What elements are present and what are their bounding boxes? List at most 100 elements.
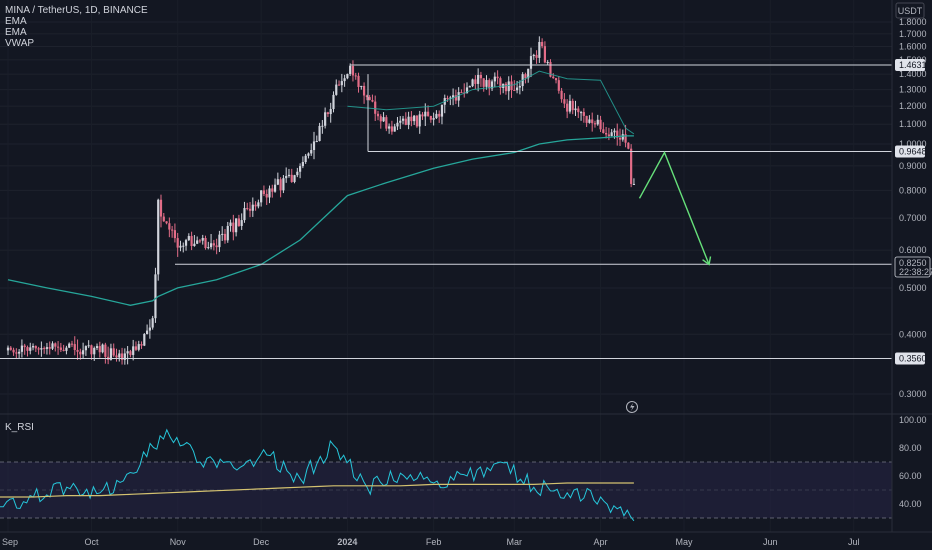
- candle-body: [482, 78, 485, 87]
- candle-body: [324, 112, 327, 126]
- indicator-vwap[interactable]: VWAP: [5, 38, 34, 49]
- candle-body: [190, 236, 193, 247]
- level-tag-box: [895, 352, 925, 365]
- candle-body: [232, 222, 235, 233]
- candle-body: [621, 134, 624, 140]
- candle-body: [212, 243, 215, 246]
- candle-body: [98, 346, 101, 353]
- candle-body: [276, 179, 279, 185]
- candle-body: [579, 112, 583, 114]
- candle-body: [134, 346, 138, 350]
- currency-label: USDT: [898, 6, 923, 16]
- candle-body: [446, 97, 449, 99]
- lightning-icon[interactable]: [626, 401, 638, 413]
- candle-body: [290, 174, 293, 182]
- candle-body: [15, 352, 18, 354]
- candle-body: [132, 346, 135, 355]
- last-price-box: [894, 256, 931, 278]
- candle-body: [321, 125, 324, 127]
- candle-body: [79, 351, 82, 355]
- candle-body: [145, 330, 149, 334]
- candle-body: [351, 66, 355, 76]
- level-tag-label: 1.4631: [899, 60, 927, 70]
- candle-body: [20, 345, 24, 352]
- candle-body: [187, 236, 190, 241]
- price-tick-label: 1.4000: [899, 69, 927, 79]
- candle-body: [329, 109, 332, 115]
- candle-body: [371, 100, 374, 102]
- candle-body: [382, 117, 385, 122]
- candle-body: [360, 85, 363, 87]
- candle-body: [45, 347, 49, 349]
- candle-body: [26, 347, 29, 351]
- candle-body: [432, 118, 435, 120]
- candle-body: [337, 84, 341, 86]
- candle-body: [287, 174, 291, 176]
- indicator-ema-1[interactable]: EMA: [5, 16, 27, 27]
- candle-body: [70, 343, 74, 345]
- ema-line: [347, 70, 635, 135]
- level-tag-label: 0.3560: [899, 353, 927, 363]
- candle-body: [574, 108, 577, 111]
- time-label: Mar: [507, 537, 523, 547]
- candle-body: [624, 134, 627, 143]
- candle-body: [593, 123, 597, 125]
- price-axis[interactable]: USDT 1.80001.70001.60001.50001.40001.300…: [891, 0, 932, 532]
- candle-body: [507, 81, 510, 92]
- candle-body: [571, 100, 574, 111]
- candle-body: [504, 83, 508, 92]
- candle-body: [335, 84, 338, 95]
- time-axis[interactable]: Sep Oct Nov Dec 2024 Feb Mar Apr May Jun Jul: [0, 531, 932, 547]
- candle-body: [109, 348, 113, 360]
- candle-body: [54, 343, 57, 347]
- candle-body: [535, 54, 538, 58]
- candle-body: [143, 333, 146, 346]
- candle-body: [613, 130, 616, 133]
- candle-body: [9, 347, 12, 350]
- candle-body: [179, 245, 182, 248]
- candle-body: [510, 81, 513, 91]
- candle-body: [554, 78, 558, 81]
- candle-body: [193, 243, 196, 247]
- candle-body: [268, 188, 271, 198]
- time-label: Dec: [253, 537, 270, 547]
- candle-body: [198, 240, 202, 242]
- candle-body: [385, 117, 388, 129]
- candle-body: [298, 166, 302, 172]
- candle-body: [577, 108, 580, 113]
- indicator-ema-2[interactable]: EMA: [5, 27, 27, 38]
- candle-body: [310, 150, 313, 154]
- candle-body: [605, 132, 608, 135]
- candle-body: [23, 345, 26, 348]
- candle-body: [123, 353, 126, 360]
- price-tick-label: 0.8000: [899, 185, 927, 195]
- candle-body: [532, 54, 535, 57]
- candle-body: [40, 348, 43, 350]
- symbol-title: MINA / TetherUS, 1D, BINANCE: [5, 5, 148, 16]
- candle-body: [602, 129, 605, 133]
- candle-body: [485, 80, 488, 87]
- price-tick-label: 1.1000: [899, 119, 927, 129]
- last-price-label: 0.8250: [899, 258, 927, 268]
- candle-body: [157, 199, 160, 275]
- candle-body: [457, 92, 460, 101]
- price-tick-label: 0.9000: [899, 161, 927, 171]
- legend[interactable]: MINA / TetherUS, 1D, BINANCE EMA EMA VWA…: [5, 5, 148, 49]
- price-pane[interactable]: [0, 0, 892, 532]
- rsi-tick-label: 100.00: [899, 415, 927, 425]
- rsi-pane[interactable]: K_RSI: [0, 422, 892, 522]
- candle-body: [343, 78, 346, 82]
- candle-body: [223, 233, 227, 241]
- candle-body: [490, 81, 494, 89]
- candle-body: [326, 112, 330, 115]
- candle-body: [543, 46, 547, 63]
- candle-body: [140, 344, 143, 346]
- candle-body: [215, 245, 218, 248]
- candle-body: [468, 86, 471, 88]
- candle-body: [618, 137, 622, 140]
- candle-body: [315, 141, 318, 143]
- currency-box[interactable]: [895, 2, 925, 19]
- candle-body: [513, 90, 516, 92]
- countdown-label: 22:38:27: [899, 267, 932, 277]
